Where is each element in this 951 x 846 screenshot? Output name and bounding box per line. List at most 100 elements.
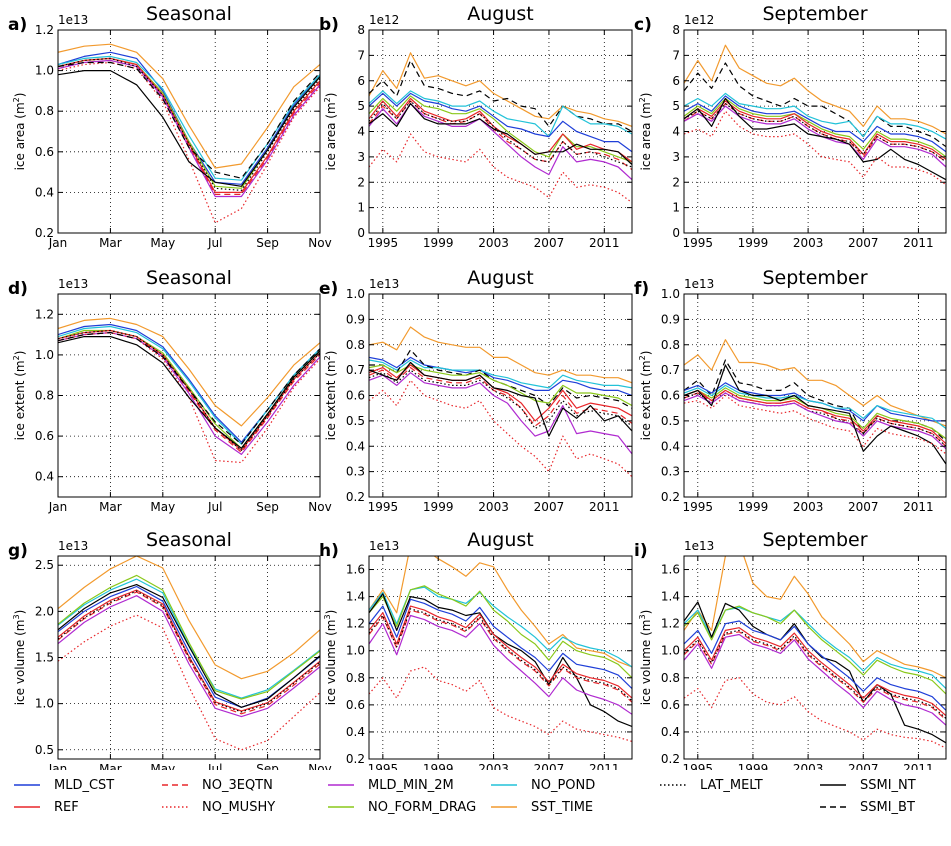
series-line-ssmi-nt — [58, 69, 320, 187]
y-tick-label: 0.8 — [35, 104, 54, 118]
series-line-sst-time — [684, 339, 946, 427]
y-tick-label: 1 — [672, 201, 680, 215]
x-tick-label: 2011 — [903, 236, 934, 250]
y-tick-label: 0.3 — [346, 465, 365, 479]
x-tick-label: Jan — [48, 762, 68, 770]
y-tick-label: 3 — [357, 150, 365, 164]
y-axis-label: ice extent (m2) — [323, 351, 338, 441]
x-tick-label: 1999 — [423, 236, 454, 250]
y-tick-label: 0.4 — [35, 470, 54, 484]
legend-swatch — [491, 806, 517, 808]
plot-frame — [683, 29, 947, 234]
panel-title: Seasonal — [146, 529, 232, 551]
figure-panels: 0.2 0.4 0.6 0.8 1.0 1.2 Jan Mar May Jul Sep Nov Seas… — [8, 3, 947, 770]
y-tick-label: 0.5 — [35, 743, 54, 757]
series-line-mld-min-2m — [684, 633, 946, 726]
y-tick-label: 4 — [357, 125, 365, 139]
y-tick-label: 1.2 — [661, 617, 680, 631]
x-tick-label: Jul — [207, 762, 222, 770]
y-tick-label: 0.5 — [661, 414, 680, 428]
y-tick-label: 4 — [672, 125, 680, 139]
y-tick-label: 7 — [357, 48, 365, 62]
series-line-ssmi-nt — [58, 583, 320, 708]
y-tick-label: 0.3 — [661, 465, 680, 479]
plot-frame — [368, 293, 633, 498]
y-tick-label: 1.0 — [346, 287, 365, 301]
y-tick-label: 0.2 — [661, 752, 680, 766]
legend-item-mld-cst: MLD_CST — [12, 776, 114, 794]
legend-swatch — [162, 784, 188, 786]
x-tick-label: 2011 — [589, 500, 620, 514]
panel-title: August — [467, 267, 534, 289]
legend-item-no-form-drag: NO_FORM_DRAG — [326, 798, 476, 816]
series-line-mld-min-2m — [58, 332, 320, 455]
x-tick-label: 1999 — [738, 762, 769, 770]
x-tick-label: Jan — [48, 500, 68, 514]
y-tick-label: 1.0 — [661, 644, 680, 658]
legend-item-sst-time: SST_TIME — [489, 798, 593, 816]
x-tick-label: 1995 — [368, 236, 399, 250]
series-line-lat-melt — [58, 57, 320, 191]
series-line-ref — [58, 589, 320, 712]
series-line-mld-cst — [684, 95, 946, 153]
series-line-lat-melt — [58, 329, 320, 451]
axis-offset-label: 1e13 — [684, 539, 714, 553]
x-tick-label: May — [150, 236, 175, 250]
series-group — [369, 52, 632, 204]
series-line-no-mushy — [684, 394, 946, 455]
series-line-lat-melt — [684, 392, 946, 447]
grid — [57, 29, 321, 234]
series-line-no-form-drag — [369, 95, 632, 163]
x-tick-label: 1999 — [738, 236, 769, 250]
y-tick-label: 0.6 — [346, 698, 365, 712]
panel-title: September — [762, 529, 867, 551]
x-tick-label: 2007 — [848, 500, 879, 514]
legend-swatch — [820, 784, 846, 786]
x-tick-label: 1995 — [683, 500, 714, 514]
panel-title: Seasonal — [146, 267, 232, 289]
y-tick-label: 0.6 — [35, 429, 54, 443]
y-tick-label: 5 — [357, 99, 365, 113]
plot-frame — [368, 555, 633, 760]
series-line-ref — [684, 627, 946, 717]
y-tick-label: 2.0 — [35, 604, 54, 618]
legend-item-ssmi-bt: SSMI_BT — [818, 798, 915, 816]
series-line-no-pond — [684, 384, 946, 429]
y-tick-label: 2 — [672, 175, 680, 189]
x-tick-label: Nov — [308, 762, 331, 770]
x-tick-label: 2003 — [793, 500, 824, 514]
legend-label: REF — [54, 799, 79, 815]
x-tick-label: 2011 — [589, 236, 620, 250]
grid — [369, 556, 632, 760]
panel-letter: f) — [634, 279, 649, 299]
panel-letter: g) — [8, 541, 28, 561]
series-line-sst-time — [58, 317, 320, 427]
legend-label: NO_FORM_DRAG — [368, 799, 477, 815]
series-group — [684, 44, 946, 186]
panel-d: 0.4 0.6 0.8 1.0 1.2 Jan Mar May Jul Sep Nov Seasona… — [8, 267, 332, 514]
series-line-ref — [684, 100, 946, 160]
x-tick-label: Nov — [308, 500, 331, 514]
axis-offset-label: 1e12 — [684, 13, 714, 27]
grid — [369, 293, 632, 498]
x-tick-label: 1999 — [423, 500, 454, 514]
y-tick-label: 1.0 — [346, 644, 365, 658]
legend-item-ssmi-nt: SSMI_NT — [818, 776, 916, 794]
y-tick-label: 0.8 — [346, 338, 365, 352]
series-line-no-3eqtn — [684, 389, 946, 447]
series-line-sst-time — [684, 44, 946, 135]
panel-f: 0.2 0.3 0.4 0.5 0.6 0.7 0.8 0.9 1.0 1995 1999 2003 2… — [634, 267, 947, 514]
axis-offset-label: 1e13 — [58, 539, 88, 553]
legend-swatch — [162, 806, 188, 808]
x-tick-label: Sep — [256, 762, 279, 770]
legend-swatch — [328, 806, 354, 808]
x-tick-label: 2003 — [478, 236, 509, 250]
legend-label: MLD_CST — [54, 777, 115, 793]
series-line-no-pond — [684, 606, 946, 690]
x-tick-label: 2007 — [534, 236, 565, 250]
series-line-ssmi-nt — [369, 102, 632, 165]
series-line-ref — [369, 364, 632, 422]
y-tick-label: 1 — [357, 201, 365, 215]
x-tick-label: 2007 — [534, 762, 565, 770]
y-tick-label: 0.8 — [661, 671, 680, 685]
